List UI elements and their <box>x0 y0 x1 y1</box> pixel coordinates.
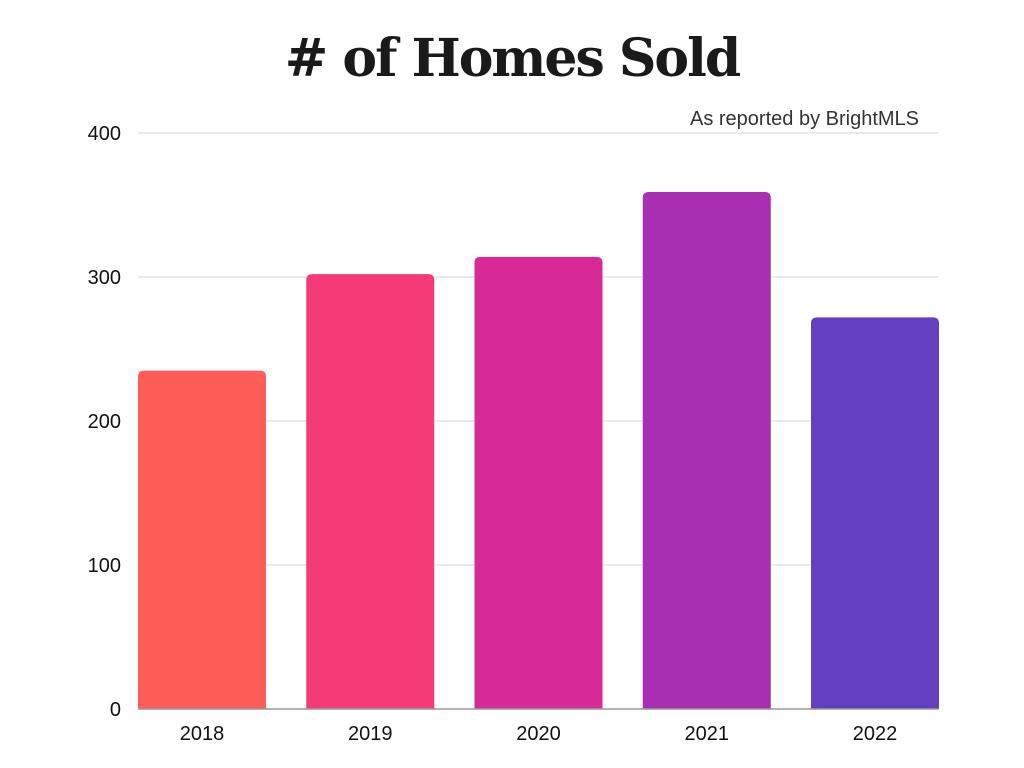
y-tick-label-300: 300 <box>88 267 121 289</box>
x-tick-label-2020: 2020 <box>516 723 561 745</box>
bar-2020 <box>474 256 603 709</box>
axes: 0 100 200 300 400 2018 2019 2020 2021 2022 <box>88 123 939 745</box>
x-tick-label-2021: 2021 <box>685 723 730 745</box>
x-tick-label-2018: 2018 <box>180 723 225 745</box>
bar-2022 <box>811 317 939 709</box>
y-tick-label-100: 100 <box>88 555 121 577</box>
chart-subtitle: As reported by BrightMLS <box>690 108 919 130</box>
x-tick-label-2019: 2019 <box>348 723 393 745</box>
y-tick-label-0: 0 <box>110 699 121 721</box>
y-tick-label-400: 400 <box>88 123 121 145</box>
y-tick-label-200: 200 <box>88 411 121 433</box>
bar-2021 <box>642 192 771 710</box>
bar-2018 <box>138 370 266 709</box>
chart-title: # of Homes Sold <box>284 28 741 89</box>
x-tick-label-2022: 2022 <box>853 723 898 745</box>
bar-2019 <box>306 274 435 709</box>
bars <box>138 192 939 710</box>
